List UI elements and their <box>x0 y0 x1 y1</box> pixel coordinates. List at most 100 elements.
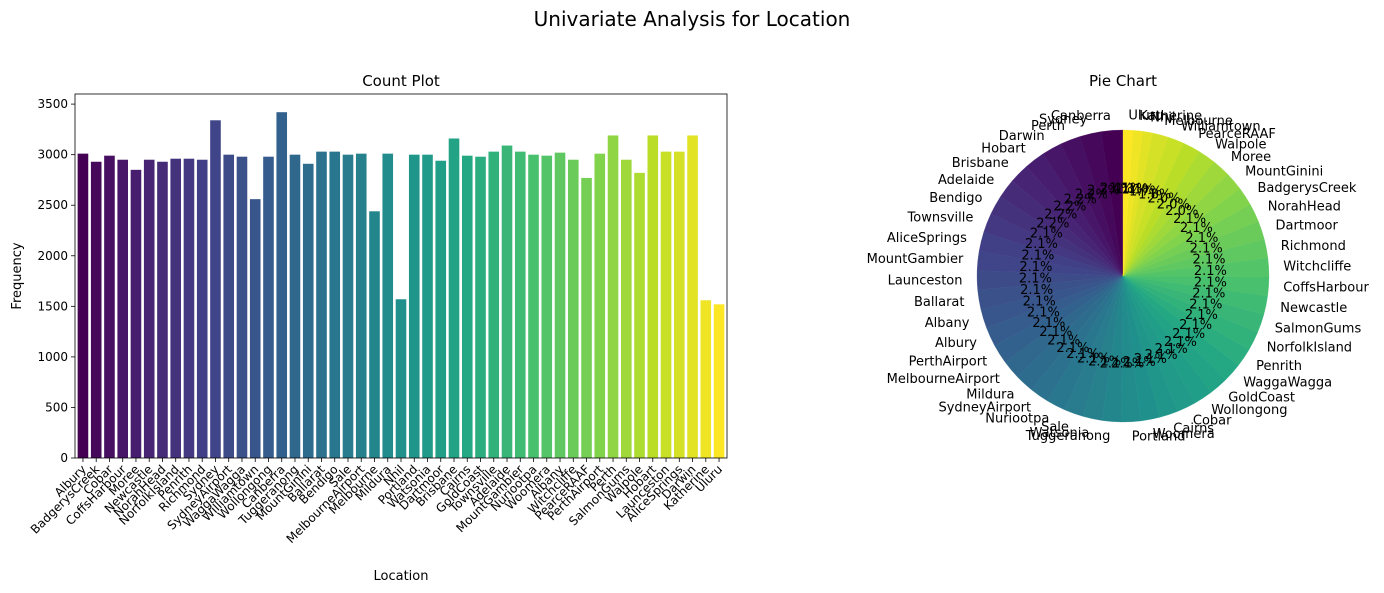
count-plot-frame <box>74 93 728 459</box>
pie-percent-label: 2.1% <box>1145 348 1178 363</box>
bar <box>461 155 473 458</box>
pie-slice-label: SydneyAirport <box>938 401 1031 416</box>
pie-percent-label: 1.1% <box>1109 181 1142 196</box>
pie-slice-label: Launceston <box>888 274 963 289</box>
bar <box>488 151 500 458</box>
bar <box>223 154 235 458</box>
pie-slices <box>976 129 1270 423</box>
bar <box>316 151 327 458</box>
pie-percent-label: 1.7% <box>1129 184 1162 199</box>
pie-percent-label: 2.4% <box>1100 182 1133 197</box>
pie-slice-label: Williamtown <box>1181 119 1261 134</box>
bar <box>196 159 208 458</box>
pie-slice-label: Canberra <box>1051 109 1111 124</box>
pie-slice-label: Ballarat <box>914 295 964 310</box>
y-tick-label: 3500 <box>37 97 68 111</box>
pie-slice-label: Wollongong <box>1211 403 1287 418</box>
pie-slice-label: Hobart <box>981 141 1025 156</box>
bar <box>514 151 526 458</box>
pie-percent-label: 2.1% <box>1180 221 1213 236</box>
pie-slice-label: Brisbane <box>952 156 1009 171</box>
pie-percent-label: 2.1% <box>1164 335 1197 350</box>
pie-slice-label: Witchcliffe <box>1283 260 1351 275</box>
pie-slice-label: Townsville <box>907 211 974 226</box>
pie-percent-label: 2.1% <box>1021 248 1054 263</box>
pie-slice-label: Cairns <box>1173 422 1214 437</box>
count-plot-y-ticks: 0 500 1000 1500 2000 2500 3000 3500 <box>37 97 75 465</box>
bar <box>355 153 367 458</box>
pie-slice-label: Penrith <box>1256 359 1302 374</box>
pie-slice-label: Bendigo <box>929 191 982 206</box>
pie-percent-label: 2.1% <box>1032 316 1065 331</box>
pie-slice-label: Walpole <box>1215 138 1266 153</box>
y-tick-label: 0 <box>60 451 68 465</box>
pie-slice-label: Richmond <box>1281 239 1346 254</box>
pie-slice-label: WaggaWagga <box>1243 376 1332 391</box>
y-tick-label: 1000 <box>37 350 68 364</box>
pie-percent-labels: 2.4%2.3%2.2%2.2%2.2%2.2%2.2%2.1%2.1%2.1%… <box>1019 181 1227 371</box>
pie-slice-label: Newcastle <box>1280 301 1347 316</box>
bar <box>157 161 168 458</box>
pie-slice-label: Nuriootpa <box>985 412 1049 427</box>
pie-percent-label: 2.1% <box>1185 231 1218 246</box>
pie-percent-label: 2.1% <box>1020 283 1053 298</box>
bar <box>408 154 420 458</box>
pie-percent-label: 2.1% <box>1025 237 1058 252</box>
pie-percent-label: 2.1% <box>1100 356 1133 371</box>
count-plot: Count Plot 0500100015002000250030003500 … <box>10 72 728 584</box>
pie-percent-label: 1.1% <box>1115 182 1148 197</box>
pie-slice-label: PearceRAAF <box>1198 127 1276 142</box>
pie-slice-label: MelbourneAirport <box>887 372 1000 387</box>
pie-percent-label: 2.1% <box>1179 318 1212 333</box>
bar <box>77 153 89 458</box>
pie-slice-label: MountGinini <box>1245 165 1323 180</box>
pie-slice-label: Perth <box>1031 119 1065 134</box>
pie-slice-label: Dartmoor <box>1276 219 1339 234</box>
bar <box>634 172 645 458</box>
pie-slice-label: NorahHead <box>1268 199 1341 214</box>
pie-slice-label: Uluru <box>1128 109 1163 124</box>
bar <box>183 158 195 458</box>
pie-slice-label: Melbourne <box>1164 114 1233 129</box>
y-tick-label: 2000 <box>37 249 68 263</box>
bar <box>369 211 380 458</box>
pie-percent-label: 2.1% <box>1019 260 1052 275</box>
bar <box>501 145 513 459</box>
bar <box>117 159 129 458</box>
pie-percent-label: 2.0% <box>1157 197 1190 212</box>
pie-percent-label: 2.1% <box>1172 327 1205 342</box>
pie-chart: Pie Chart CanberraSydneyPerthDarwinHobar… <box>867 72 1370 444</box>
pie-slice-label: BadgerysCreek <box>1258 181 1357 196</box>
pie-percent-label: 2.2% <box>1053 199 1086 214</box>
bar <box>236 156 248 458</box>
pie-slice-label: CoffsHarbour <box>1283 281 1369 296</box>
pie-slice-label: Cobar <box>1193 414 1232 429</box>
pie-percent-label: 2.1% <box>1030 227 1063 242</box>
bar <box>700 300 712 458</box>
count-plot-x-ticks: AlburyBadgerysCreekCobarCoffsHarbourMore… <box>28 458 725 546</box>
pie-percent-label: 2.1% <box>1088 355 1121 370</box>
bar <box>435 160 447 458</box>
pie-percent-label: 2.2% <box>1075 187 1108 202</box>
bar <box>170 158 182 458</box>
pie-slice-label: Watsonia <box>1030 426 1090 441</box>
figure-title: Univariate Analysis for Location <box>534 7 851 31</box>
pie-percent-label: 2.3% <box>1087 184 1120 199</box>
bar <box>289 154 301 458</box>
pie-slice-label: Albany <box>925 316 970 331</box>
y-tick-label: 500 <box>45 400 68 414</box>
pie-percent-label: 2.1% <box>1190 242 1223 257</box>
pie-percent-label: 2.2% <box>1064 193 1097 208</box>
bar <box>130 169 142 459</box>
y-tick-label: 1500 <box>37 299 68 313</box>
bar <box>673 151 685 458</box>
pie-chart-title: Pie Chart <box>1089 72 1157 90</box>
bar <box>647 135 659 458</box>
pie-slice-label: Mildura <box>966 387 1014 402</box>
bar <box>249 199 261 458</box>
pie-percent-label: 2.1% <box>1047 334 1080 349</box>
bar <box>541 155 553 458</box>
bar <box>276 112 288 458</box>
pie-percent-label: 2.1% <box>1192 287 1225 302</box>
